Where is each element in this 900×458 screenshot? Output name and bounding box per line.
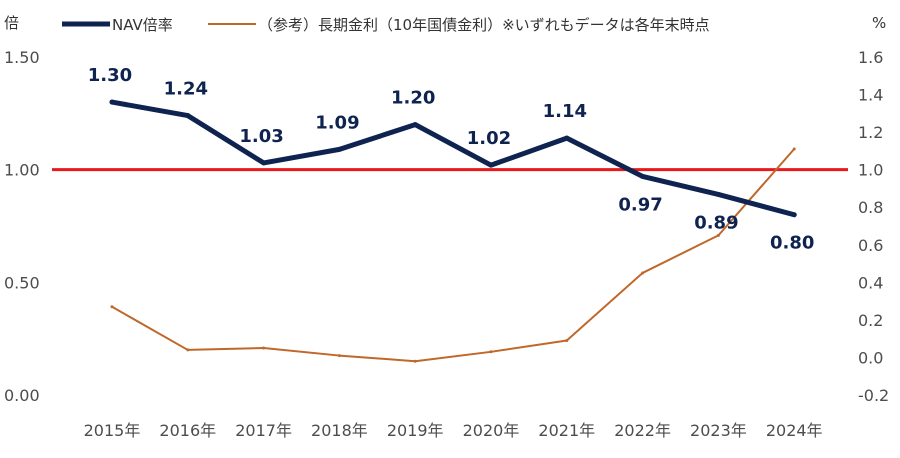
nav-data-labels: 1.30 1.24 1.03 1.09 1.20 1.02 1.14 0.97 0.89 0.80 bbox=[88, 65, 815, 254]
x-tick-label: 2016年 bbox=[159, 421, 216, 440]
nav-data-label: 1.03 bbox=[239, 126, 283, 147]
x-tick-label: 2019年 bbox=[387, 421, 444, 440]
rate-point bbox=[641, 271, 645, 275]
x-tick-label: 2020年 bbox=[463, 421, 520, 440]
series-rate bbox=[110, 147, 796, 363]
right-tick-label: 1.2 bbox=[858, 123, 883, 142]
nav-data-label: 1.24 bbox=[164, 79, 208, 100]
right-axis-unit: % bbox=[872, 14, 886, 32]
nav-point bbox=[412, 122, 418, 128]
nav-data-label: 1.02 bbox=[467, 128, 511, 149]
rate-point bbox=[792, 147, 796, 151]
rate-point bbox=[262, 346, 266, 350]
nav-point bbox=[564, 135, 570, 141]
right-tick-label: 1.0 bbox=[858, 161, 883, 180]
rate-point bbox=[110, 305, 114, 309]
nav-data-label: 0.89 bbox=[694, 212, 738, 233]
nav-data-label: 1.09 bbox=[315, 112, 359, 133]
rate-point bbox=[413, 359, 417, 363]
nav-point bbox=[109, 99, 115, 105]
rate-point bbox=[489, 350, 493, 354]
right-tick-label: -0.2 bbox=[858, 386, 889, 405]
right-tick-label: 1.6 bbox=[858, 48, 883, 67]
right-tick-label: 0.8 bbox=[858, 198, 883, 217]
nav-point bbox=[791, 212, 797, 218]
nav-point bbox=[640, 173, 646, 179]
nav-point bbox=[715, 191, 721, 197]
left-tick-label: 0.00 bbox=[4, 386, 40, 405]
series-nav-line bbox=[109, 99, 797, 218]
rate-point bbox=[186, 348, 190, 352]
left-axis-ticks: 0.00 0.50 1.00 1.50 bbox=[4, 48, 40, 405]
nav-point bbox=[488, 162, 494, 168]
left-tick-label: 1.50 bbox=[4, 48, 40, 67]
nav-data-label: 1.14 bbox=[543, 101, 587, 122]
legend-label-rate: （参考）長期金利（10年国債金利）※いずれもデータは各年末時点 bbox=[258, 16, 710, 34]
series-rate-line bbox=[111, 148, 795, 363]
x-tick-label: 2018年 bbox=[311, 421, 368, 440]
x-tick-label: 2024年 bbox=[766, 421, 823, 440]
right-tick-label: 1.4 bbox=[858, 86, 883, 105]
nav-data-label: 0.80 bbox=[770, 233, 814, 254]
nav-data-label: 1.20 bbox=[391, 88, 435, 109]
nav-point bbox=[336, 146, 342, 152]
nav-data-label: 1.30 bbox=[88, 65, 132, 86]
right-tick-label: 0.2 bbox=[858, 311, 883, 330]
left-tick-label: 1.00 bbox=[4, 161, 40, 180]
nav-point bbox=[185, 113, 191, 119]
legend-label-nav: NAV倍率 bbox=[112, 16, 173, 34]
right-tick-label: 0.4 bbox=[858, 273, 883, 292]
right-tick-label: 0.6 bbox=[858, 236, 883, 255]
right-axis-ticks: -0.2 0.0 0.2 0.4 0.6 0.8 1.0 1.2 1.4 1.6 bbox=[858, 48, 889, 405]
x-tick-label: 2023年 bbox=[690, 421, 747, 440]
rate-point bbox=[565, 339, 569, 343]
right-tick-label: 0.0 bbox=[858, 348, 883, 367]
left-axis-unit: 倍 bbox=[4, 14, 19, 32]
x-tick-label: 2021年 bbox=[538, 421, 595, 440]
x-axis-ticks: 2015年 2016年 2017年 2018年 2019年 2020年 2021年 2022年… bbox=[84, 421, 823, 440]
legend: NAV倍率 （参考）長期金利（10年国債金利）※いずれもデータは各年末時点 bbox=[62, 16, 710, 34]
x-tick-label: 2022年 bbox=[614, 421, 671, 440]
x-tick-label: 2017年 bbox=[235, 421, 292, 440]
rate-point bbox=[337, 354, 341, 358]
nav-data-label: 0.97 bbox=[618, 194, 662, 215]
series-nav bbox=[109, 99, 797, 218]
x-tick-label: 2015年 bbox=[84, 421, 141, 440]
rate-point bbox=[716, 233, 720, 237]
left-tick-label: 0.50 bbox=[4, 273, 40, 292]
nav-point bbox=[261, 160, 267, 166]
